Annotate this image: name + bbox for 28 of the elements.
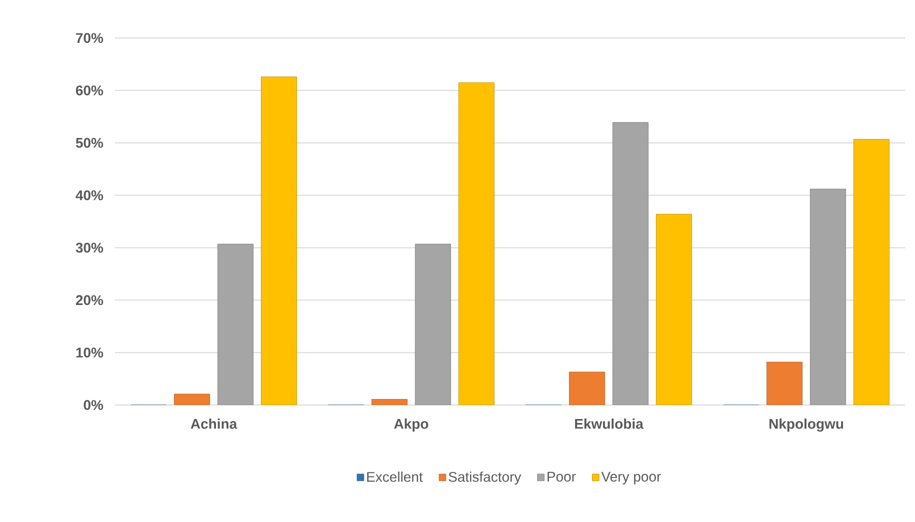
bar xyxy=(853,138,890,405)
y-tick-label: 40% xyxy=(76,190,104,200)
x-tick-label: Ekwulobia xyxy=(575,418,644,429)
y-tick-label: 70% xyxy=(76,33,104,43)
legend-label: Poor xyxy=(548,472,576,482)
legend-label: Satisfactory xyxy=(448,472,522,485)
bar xyxy=(260,76,297,405)
bar xyxy=(656,214,692,405)
y-tick-label: 50% xyxy=(76,138,104,148)
legend-label: Excellent xyxy=(367,472,423,482)
y-tick-label: 20% xyxy=(76,295,104,306)
x-tick-label: Nkpologwu xyxy=(769,418,844,432)
bar xyxy=(372,399,408,405)
y-tick-label: 0% xyxy=(84,400,104,410)
legend-label: Very poor xyxy=(601,472,661,484)
y-tick-label: 10% xyxy=(76,348,104,358)
bar xyxy=(810,188,846,405)
y-tick-label: 30% xyxy=(76,242,104,253)
bar xyxy=(612,122,648,405)
bar xyxy=(569,372,606,405)
bar xyxy=(458,82,494,405)
y-tick-label: 60% xyxy=(76,85,104,96)
bar xyxy=(415,244,451,405)
bar xyxy=(766,362,803,405)
bar xyxy=(174,394,210,405)
x-tick-label: Akpo xyxy=(394,418,428,432)
bar xyxy=(218,244,254,405)
x-tick-label: Achina xyxy=(190,418,238,429)
